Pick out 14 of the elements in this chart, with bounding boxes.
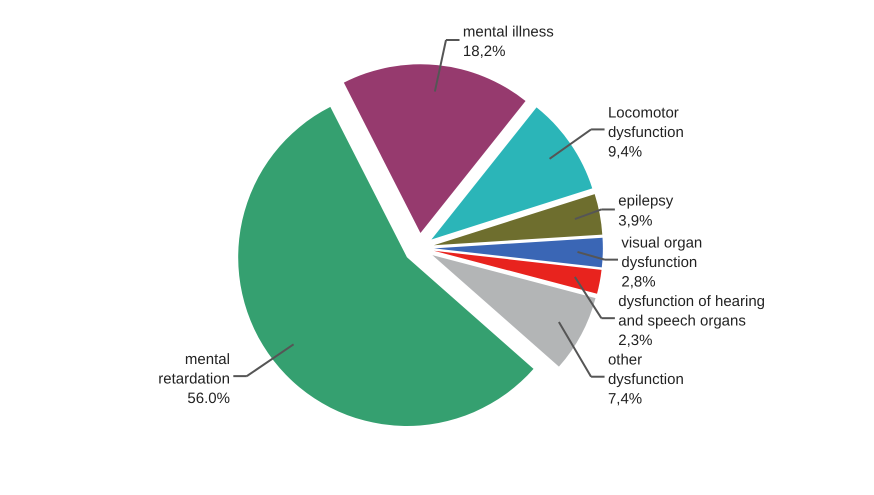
slice-label: Locomotor dysfunction (608, 104, 684, 141)
data-label: 2,8% (621, 274, 656, 291)
data-label: 7,4% (608, 390, 642, 408)
data-label: 18,2% (462, 42, 506, 60)
data-label: 3,9% (618, 212, 652, 230)
data-label: 56.0% (187, 390, 230, 408)
slice-label: epilepsy (618, 192, 674, 210)
slice-label: dysfunction of hearing and speech organs (618, 293, 766, 330)
slice-label: mental illness (462, 23, 554, 40)
data-label: 9,4% (608, 143, 642, 160)
slice-label: mental retardation (158, 351, 230, 388)
data-label: 2,3% (618, 332, 652, 350)
slice-label: visual organ dysfunction (621, 234, 702, 272)
slice-label: other dysfunction (608, 352, 684, 388)
